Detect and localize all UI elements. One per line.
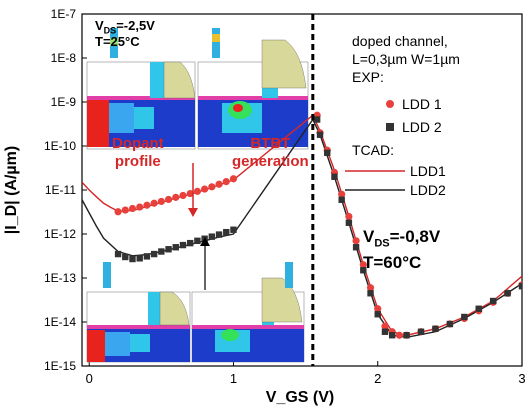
data-point-ldd-1: [345, 212, 353, 221]
y-axis-label: |I_D| (A/µm): [3, 146, 20, 234]
data-point-ldd-1: [193, 187, 202, 195]
x-tick-label: 3: [518, 371, 525, 386]
data-point-ldd-1: [136, 203, 144, 211]
data-point-ldd-1: [208, 183, 216, 191]
y-tick-label: 1E-12: [44, 227, 76, 241]
data-point-ldd-2: [345, 219, 353, 226]
data-point-ldd-2: [230, 226, 237, 233]
y-tick-label: 1E-9: [51, 95, 77, 109]
inset-bottom-right: [191, 262, 305, 363]
x-tick-label: 1: [230, 371, 237, 386]
temp-main-condition: T=60°C: [363, 253, 422, 272]
data-point-ldd-2: [122, 253, 129, 261]
legend-ldd1-tcad: LDD1: [410, 163, 446, 179]
data-point-ldd-1: [186, 189, 194, 198]
data-point-ldd-2: [129, 255, 136, 263]
vds-top-left: VDS=-2,5V: [95, 18, 155, 36]
y-tick-label: 1E-14: [44, 315, 76, 329]
data-point-ldd-2: [367, 290, 374, 297]
y-tick-labels: 1E-15 1E-14 1E-13 1E-12 1E-11 1E-10 1E-9 1E-8 1E…: [44, 7, 87, 373]
data-point-ldd-2: [381, 328, 389, 335]
btbt-arrow-head: [200, 237, 210, 246]
data-point-ldd-2: [316, 131, 324, 138]
data-point-ldd-2: [489, 297, 497, 305]
x-tick-label: 0: [86, 371, 93, 386]
data-point-ldd-2: [165, 246, 172, 253]
x-tick-label: 2: [374, 371, 381, 386]
data-point-ldd-2: [324, 149, 331, 157]
data-point-ldd-2: [432, 325, 439, 333]
data-point-ldd-2: [475, 305, 482, 312]
data-point-ldd-2: [446, 320, 454, 328]
data-point-ldd-2: [172, 244, 179, 251]
dopant-arrow-head: [188, 208, 198, 217]
data-point-ldd-1: [201, 185, 209, 193]
data-point-ldd-2: [374, 311, 381, 318]
data-point-ldd-1: [359, 261, 367, 269]
data-point-ldd-2: [417, 328, 425, 335]
dopant-profile-label: Dopant profile: [112, 135, 164, 170]
y-tick-label: 1E-13: [44, 271, 76, 285]
data-point-ldd-2: [114, 250, 122, 258]
y-tick-label: 1E-10: [44, 139, 76, 153]
data-point-ldd-1: [395, 331, 403, 339]
exp-points: [114, 111, 522, 339]
legend-ldd1-exp: LDD 1: [402, 96, 442, 112]
data-point-ldd-2: [208, 233, 216, 240]
data-point-ldd-2: [360, 267, 367, 274]
temp-top-left: T=25°C: [95, 34, 140, 49]
data-point-ldd-2: [179, 241, 187, 249]
data-point-ldd-2: [158, 248, 165, 255]
data-point-ldd-1: [172, 193, 180, 201]
data-point-ldd-2: [223, 228, 230, 236]
legend-tcad-header: TCAD:: [352, 142, 394, 158]
legend-ldd2-tcad: LDD2: [410, 182, 446, 198]
legend-ldd2-exp: LDD 2: [402, 119, 442, 135]
btbt-generation-label: BTBT generation: [232, 135, 309, 170]
y-tick-label: 1E-11: [45, 183, 76, 197]
data-point-ldd-1: [164, 195, 173, 204]
data-point-ldd-2: [150, 250, 158, 258]
data-point-ldd-2: [388, 332, 396, 339]
data-point-ldd-1: [128, 204, 137, 213]
data-point-ldd-2: [313, 116, 321, 123]
data-point-ldd-2: [215, 231, 223, 238]
data-point-ldd-2: [143, 253, 151, 260]
legend-header: doped channel, L=0,3µm W=1µm EXP:: [352, 33, 460, 85]
data-point-ldd-1: [215, 180, 223, 188]
data-point-ldd-2: [338, 196, 345, 203]
data-point-ldd-1: [157, 197, 165, 206]
data-point-ldd-1: [150, 199, 158, 207]
y-tick-label: 1E-15: [44, 359, 76, 373]
vds-main-condition: VDS=-0,8V: [363, 227, 441, 250]
data-point-ldd-2: [194, 237, 201, 245]
data-point-ldd-2: [461, 313, 468, 321]
y-tick-label: 1E-7: [51, 7, 77, 21]
x-axis-label: V_GS (V): [266, 389, 334, 406]
data-point-ldd-2: [136, 255, 143, 262]
data-point-ldd-1: [179, 191, 187, 200]
data-point-ldd-2: [331, 173, 338, 180]
inset-bottom-left: [86, 262, 191, 363]
data-point-ldd-1: [143, 201, 151, 209]
data-point-ldd-1: [121, 206, 129, 214]
data-point-ldd-2: [352, 244, 360, 251]
data-point-ldd-2: [504, 290, 511, 297]
data-point-ldd-1: [352, 237, 360, 245]
data-point-ldd-1: [381, 322, 389, 330]
inset-top-right: [197, 28, 309, 150]
data-point-ldd-1: [374, 305, 382, 313]
data-point-ldd-1: [222, 178, 230, 186]
legend-markers: [345, 100, 405, 191]
data-point-ldd-1: [366, 284, 375, 292]
data-point-ldd-1: [114, 208, 122, 216]
data-point-ldd-2: [186, 239, 194, 247]
data-point-ldd-2: [403, 332, 410, 339]
y-tick-label: 1E-8: [51, 51, 77, 65]
data-point-ldd-1: [229, 175, 238, 183]
data-point-ldd-1: [338, 190, 346, 198]
inset-top-left: [86, 28, 196, 150]
data-point-ldd-2: [518, 283, 522, 290]
